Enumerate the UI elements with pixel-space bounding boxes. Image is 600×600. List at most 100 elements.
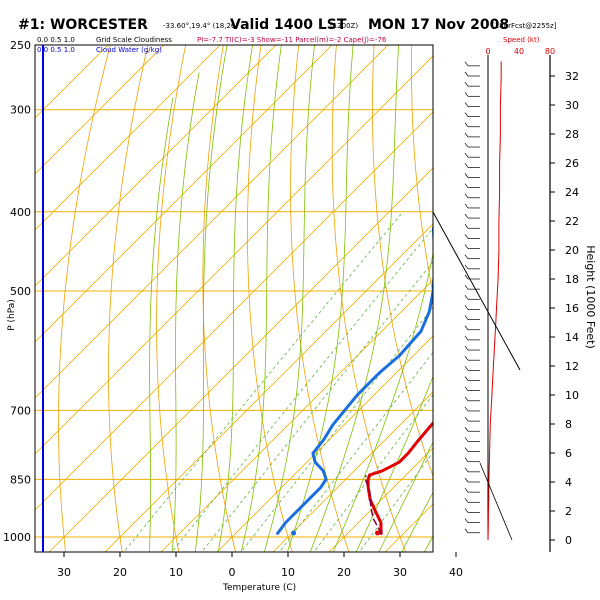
wind-barb [464,203,480,209]
wind-barb-flag [464,518,469,523]
wind-barb-flag [464,132,469,138]
height-tick-label: 2 [565,505,572,518]
height-tick-label: 30 [565,99,579,112]
wind-barb [464,518,480,523]
temperature-tick-label: 40 [449,566,463,579]
wind-barb-flag [464,325,469,330]
isotherm-0 [216,335,433,552]
wind-barb [464,457,480,463]
dry-adiabat-70 [487,31,600,565]
series-temperature [366,420,433,535]
temperature-tick-label: 0 [229,566,236,579]
wind-barb [464,487,480,493]
wind-barb [464,234,480,239]
wind-barb [464,224,480,229]
wind-barb-flag [464,112,469,117]
wind-barb-flag [464,487,469,493]
wind-barb-flag [464,163,469,168]
height-tick-label: 8 [565,418,572,431]
moist-adiabat-10 [263,45,315,552]
mixing-ratio-20 [358,451,433,552]
wind-barb-flag [464,102,469,107]
wind-barb-flag [464,234,469,239]
isotherm--10 [160,279,433,552]
wind-barb-flag [464,284,469,290]
moist-adiabat--10 [148,97,174,552]
forecast-text: [18hrFcst@2255z] [492,22,557,30]
isotherm--60 [35,45,389,399]
wind-barb [464,477,480,483]
wind-barb [464,152,480,158]
mixing-ratio-12 [313,394,433,552]
wind-barb [464,447,480,452]
moist-adiabat-34 [401,491,433,552]
height-tick-label: 32 [565,70,579,83]
series-dewpoint [276,222,433,535]
height-axis-title: Height (1000 Feet) [584,245,597,349]
wind-barb [464,396,480,402]
height-tick-label: 24 [565,186,579,199]
wind-barb [464,295,480,300]
isotherm--80 [35,45,277,287]
pressure-tick-label: 400 [10,206,31,219]
wind-barb-flag [464,437,469,442]
wind-speed-profile [487,61,502,541]
speed-tick-label: 0 [485,47,490,56]
wind-barb [464,467,480,473]
date-text: MON 17 Nov 2008 [368,17,509,33]
stability-indices: PI=-7.7 TI(C)=-3 Show=-11 Parcel(m)=-2 C… [197,36,387,44]
wind-barb [464,345,480,351]
low-level-wind-boundary [479,462,513,541]
wind-barb-flag [464,193,469,199]
wind-barb-flag [464,528,469,533]
speed-axis-label: Speed (kt) [503,36,540,44]
isotherm--90 [35,45,221,231]
mixing-ratio-8 [278,351,433,552]
wind-barb [464,112,480,117]
wind-barb-flag [464,406,469,412]
temperature-tick-label: 30 [57,566,71,579]
wind-barb-flag [464,386,469,391]
wind-barb-flag [464,213,469,219]
wind-barb [464,386,480,391]
height-tick-label: 26 [565,157,579,170]
wind-barb-flag [464,61,469,67]
wind-barb [464,71,480,77]
dry-adiabat-60 [449,31,582,565]
wind-barb-flag [464,295,469,300]
mixing-ratio-5 [240,306,433,552]
height-tick-label: 28 [565,128,579,141]
moist-adiabat-18 [309,45,400,552]
height-tick-label: 4 [565,476,572,489]
wind-barb-flag [464,457,469,462]
wind-barb-flag [464,467,469,473]
wind-barb [464,366,480,371]
wind-barb [464,427,480,432]
wind-barb-flag [464,416,469,422]
wind-barb-flag [464,508,469,513]
wind-barb [464,284,480,290]
wind-barb [464,416,480,422]
series-layer [276,222,433,535]
wind-barb [464,508,480,513]
dry-adiabat-40 [371,45,433,478]
temperature-tick-label: 20 [337,566,351,579]
wind-barb-flag [464,376,469,381]
moist-adiabat-30 [378,441,433,552]
wind-barb-flag [464,366,469,371]
station-location: -33.60°,19.4° (18,26) [163,22,238,30]
height-tick-label: 20 [565,244,579,257]
x-axis-title: Temperature (C) [222,583,296,593]
wind-barb-flag [464,355,469,361]
dry-adiabat--30 [58,45,111,552]
dry-adiabat--10 [156,45,187,552]
mixing-ratio-2 [171,227,433,552]
wind-barb-flag [464,92,469,97]
wind-barb-flag [464,224,469,229]
utc-time: (1200Z) [330,22,358,30]
temperature-tick-label: 30 [393,566,407,579]
wind-barb [464,193,480,199]
isotherm--30 [48,167,433,552]
